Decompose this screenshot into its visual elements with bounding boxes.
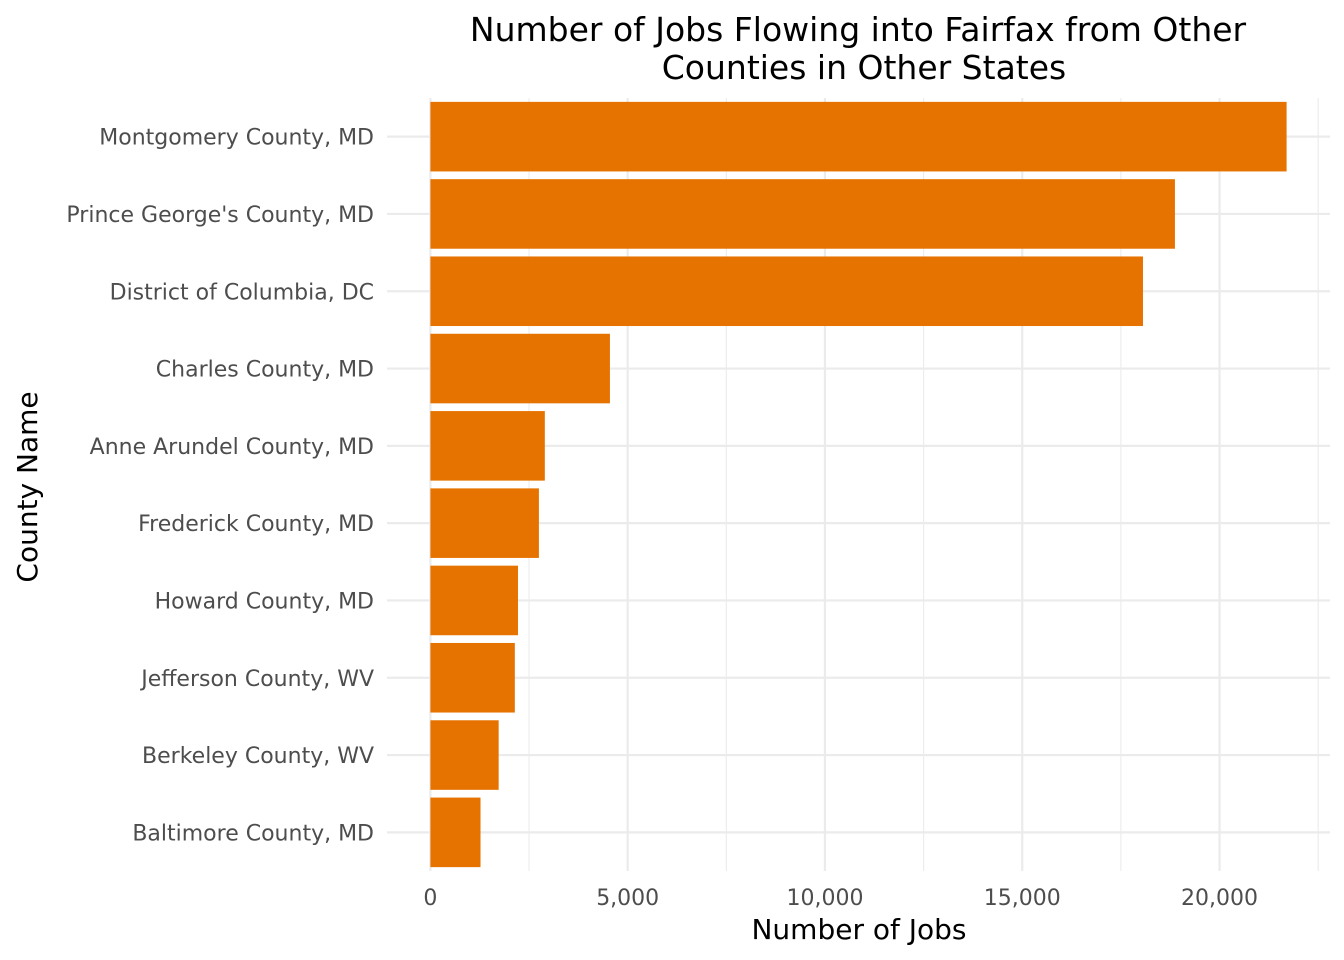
- x-tick-label: 20,000: [1181, 886, 1258, 911]
- bar: [430, 720, 499, 790]
- chart-title-line-1: Number of Jobs Flowing into Fairfax from…: [470, 10, 1247, 49]
- y-tick-label: Anne Arundel County, MD: [90, 435, 374, 460]
- y-tick-label: Baltimore County, MD: [132, 821, 374, 846]
- x-tick-label: 15,000: [984, 886, 1061, 911]
- y-axis-title: County Name: [11, 391, 44, 582]
- y-axis-tick-labels: Montgomery County, MD Prince George's Cou…: [66, 126, 374, 847]
- y-tick-label: District of Columbia, DC: [110, 280, 374, 305]
- x-axis-title: Number of Jobs: [751, 913, 966, 946]
- chart-title-line-2: Counties in Other States: [662, 48, 1066, 87]
- y-tick-label: Montgomery County, MD: [99, 126, 374, 151]
- bars: [430, 101, 1287, 868]
- y-tick-label: Charles County, MD: [156, 358, 374, 383]
- x-tick-label: 5,000: [596, 886, 659, 911]
- bar: [430, 411, 545, 481]
- x-tick-label: 0: [423, 886, 437, 911]
- y-tick-label: Berkeley County, WV: [142, 744, 374, 769]
- bar: [430, 333, 610, 404]
- y-tick-label: Frederick County, MD: [138, 512, 374, 537]
- bar: [430, 256, 1143, 327]
- bar: [430, 642, 515, 713]
- y-tick-label: Jefferson County, WV: [139, 667, 374, 692]
- y-tick-label: Prince George's County, MD: [66, 203, 374, 228]
- x-axis-tick-labels: 0 5,000 10,000 15,000 20,000: [423, 886, 1258, 911]
- bar: [430, 565, 518, 636]
- y-tick-label: Howard County, MD: [155, 589, 374, 614]
- bar: [430, 797, 481, 868]
- bar: [430, 179, 1175, 249]
- bar: [430, 101, 1287, 172]
- bar: [430, 488, 539, 558]
- x-tick-label: 10,000: [786, 886, 863, 911]
